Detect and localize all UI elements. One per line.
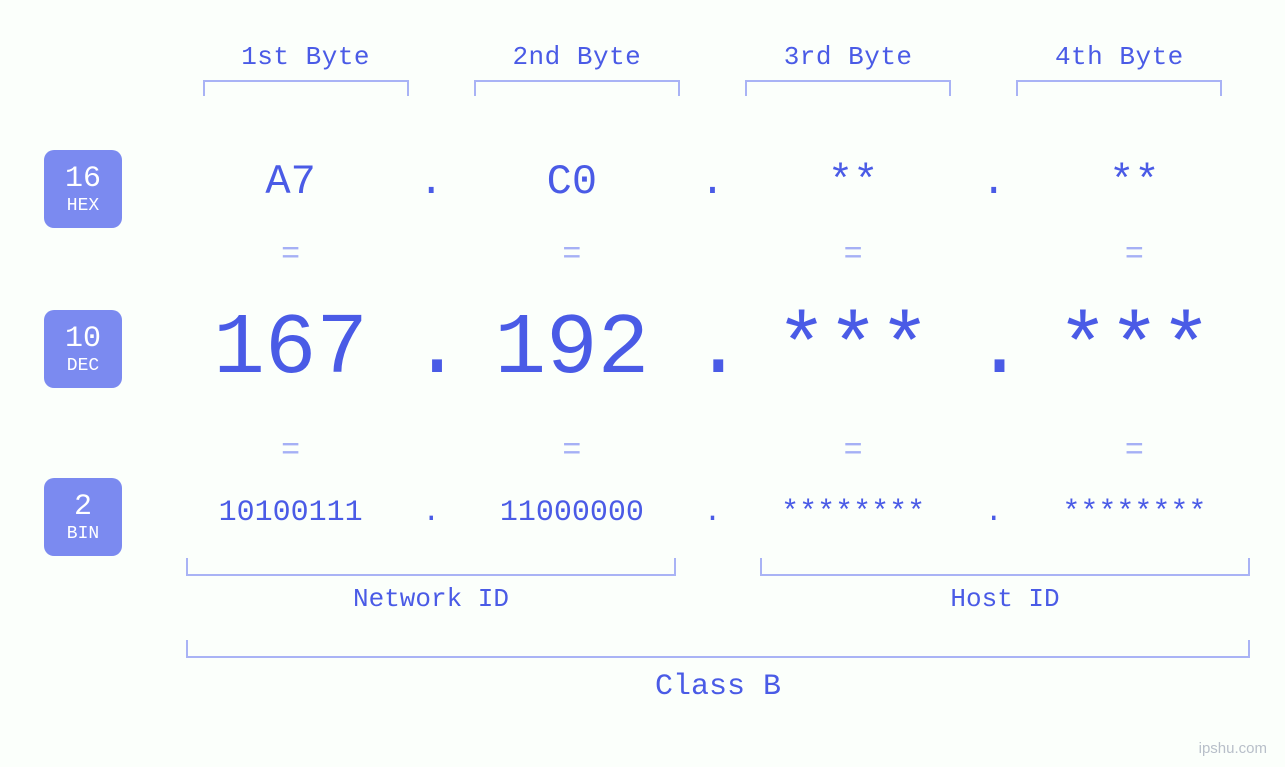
bin-sep-2: . xyxy=(693,496,733,530)
bin-byte-1: 10100111 xyxy=(170,496,411,530)
class-label: Class B xyxy=(186,670,1250,704)
hex-byte-1: A7 xyxy=(170,158,411,206)
base-badge-hex-number: 16 xyxy=(65,164,101,194)
byte-header-4: 4th Byte xyxy=(984,42,1255,96)
network-id-label: Network ID xyxy=(186,584,676,614)
hex-byte-3: ** xyxy=(733,158,974,206)
dec-sep-2: . xyxy=(693,300,733,398)
base-badge-bin-label: BIN xyxy=(67,525,99,543)
base-badge-dec-label: DEC xyxy=(67,357,99,375)
eq-2-3: = xyxy=(733,432,974,469)
byte-header-3: 3rd Byte xyxy=(713,42,984,96)
base-badge-hex: 16 HEX xyxy=(44,150,122,228)
bin-byte-4: ******** xyxy=(1014,496,1255,530)
dec-byte-4: *** xyxy=(1014,300,1255,398)
host-id-label: Host ID xyxy=(760,584,1250,614)
byte-header-4-bracket xyxy=(1016,80,1222,96)
equals-row-hex-dec: = = = = xyxy=(170,236,1255,273)
base-badge-dec: 10 DEC xyxy=(44,310,122,388)
hex-byte-4: ** xyxy=(1014,158,1255,206)
byte-header-1-bracket xyxy=(203,80,409,96)
eq-2-1: = xyxy=(170,432,411,469)
hex-byte-2: C0 xyxy=(451,158,692,206)
eq-2-2: = xyxy=(451,432,692,469)
dec-sep-3: . xyxy=(974,300,1014,398)
dec-byte-3: *** xyxy=(733,300,974,398)
equals-row-dec-bin: = = = = xyxy=(170,432,1255,469)
byte-header-1: 1st Byte xyxy=(170,42,441,96)
byte-header-4-label: 4th Byte xyxy=(1055,42,1184,72)
class-bracket xyxy=(186,640,1250,658)
hex-sep-3: . xyxy=(974,158,1014,206)
watermark: ipshu.com xyxy=(1199,740,1267,757)
eq-1-2: = xyxy=(451,236,692,273)
base-badge-dec-number: 10 xyxy=(65,324,101,354)
dec-row: 167 . 192 . *** . *** xyxy=(170,300,1255,398)
eq-1-3: = xyxy=(733,236,974,273)
byte-header-row: 1st Byte 2nd Byte 3rd Byte 4th Byte xyxy=(170,42,1255,96)
eq-1-1: = xyxy=(170,236,411,273)
byte-header-2-bracket xyxy=(474,80,680,96)
base-badge-bin-number: 2 xyxy=(74,492,92,522)
byte-header-3-bracket xyxy=(745,80,951,96)
eq-1-4: = xyxy=(1014,236,1255,273)
hex-sep-2: . xyxy=(693,158,733,206)
byte-header-2-label: 2nd Byte xyxy=(512,42,641,72)
dec-byte-1: 167 xyxy=(170,300,411,398)
network-id-bracket xyxy=(186,558,676,576)
base-badge-bin: 2 BIN xyxy=(44,478,122,556)
bin-row: 10100111 . 11000000 . ******** . *******… xyxy=(170,496,1255,530)
dec-sep-1: . xyxy=(411,300,451,398)
byte-header-1-label: 1st Byte xyxy=(241,42,370,72)
hex-sep-1: . xyxy=(411,158,451,206)
hex-row: A7 . C0 . ** . ** xyxy=(170,158,1255,206)
bin-sep-3: . xyxy=(974,496,1014,530)
host-id-bracket xyxy=(760,558,1250,576)
base-badge-hex-label: HEX xyxy=(67,197,99,215)
bin-sep-1: . xyxy=(411,496,451,530)
eq-2-4: = xyxy=(1014,432,1255,469)
bin-byte-3: ******** xyxy=(733,496,974,530)
bin-byte-2: 11000000 xyxy=(451,496,692,530)
byte-header-3-label: 3rd Byte xyxy=(784,42,913,72)
byte-header-2: 2nd Byte xyxy=(441,42,712,96)
dec-byte-2: 192 xyxy=(451,300,692,398)
